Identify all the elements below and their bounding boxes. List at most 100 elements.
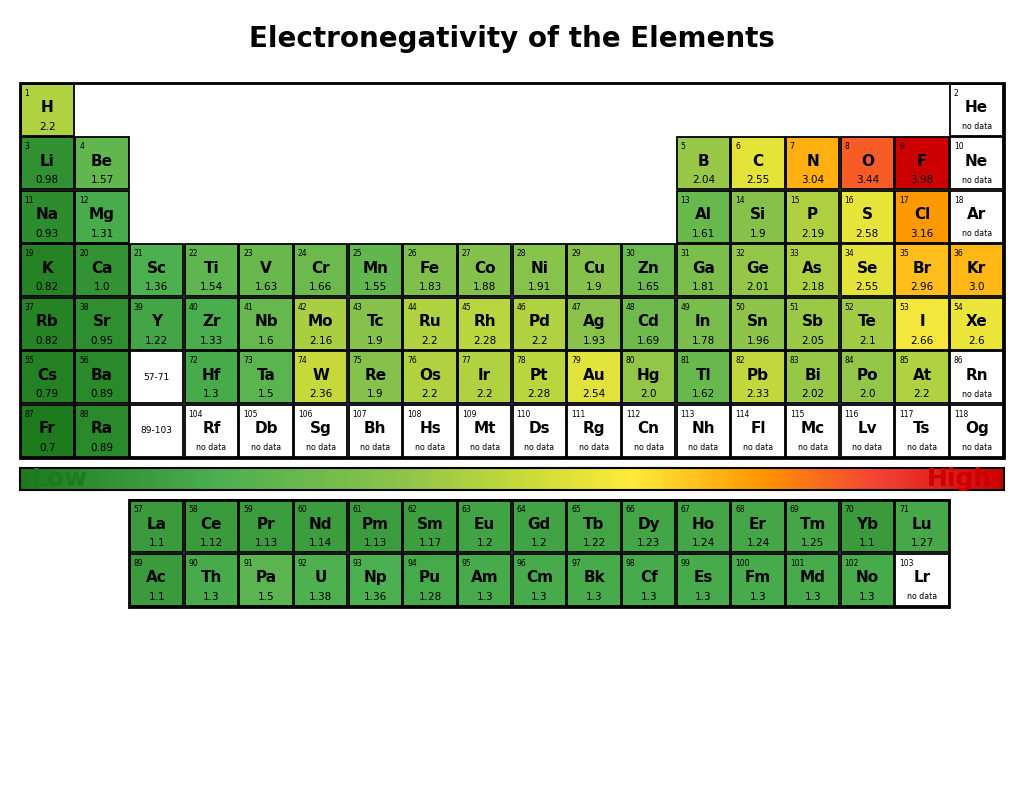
Text: no data: no data — [962, 444, 991, 452]
Bar — [204, 467, 208, 490]
Text: Pr: Pr — [257, 517, 275, 532]
Text: 2.0: 2.0 — [859, 389, 876, 399]
Bar — [312, 467, 315, 490]
Bar — [994, 467, 998, 490]
Bar — [522, 467, 525, 490]
Bar — [853, 467, 857, 490]
Bar — [640, 467, 644, 490]
Text: no data: no data — [360, 444, 390, 452]
Text: 60: 60 — [298, 505, 307, 514]
Text: 76: 76 — [408, 357, 417, 365]
Bar — [909, 467, 912, 490]
Text: 33: 33 — [790, 249, 800, 259]
Text: 49: 49 — [681, 303, 690, 312]
Text: Ga: Ga — [692, 261, 715, 276]
Bar — [349, 297, 401, 350]
Text: Rf: Rf — [202, 421, 220, 436]
Bar — [709, 467, 713, 490]
Text: 1.91: 1.91 — [527, 282, 551, 293]
Text: 92: 92 — [298, 559, 307, 568]
Bar — [719, 467, 722, 490]
Text: 25: 25 — [352, 249, 362, 259]
Bar — [371, 467, 375, 490]
Text: 59: 59 — [243, 505, 253, 514]
Bar — [791, 467, 795, 490]
Bar — [184, 554, 238, 606]
Bar — [627, 467, 631, 490]
Bar — [895, 405, 948, 456]
Bar — [20, 84, 74, 136]
Text: 1.1: 1.1 — [148, 592, 165, 602]
Bar — [489, 467, 493, 490]
Text: S: S — [862, 207, 872, 222]
Bar — [400, 467, 404, 490]
Text: 2.33: 2.33 — [746, 389, 770, 399]
Text: 1.38: 1.38 — [309, 592, 333, 602]
Bar — [53, 467, 56, 490]
Text: 28: 28 — [516, 249, 526, 259]
Text: 80: 80 — [626, 357, 636, 365]
Bar — [528, 467, 532, 490]
Text: 52: 52 — [845, 303, 854, 312]
Bar — [168, 467, 171, 490]
Bar — [424, 467, 427, 490]
Text: Nh: Nh — [691, 421, 715, 436]
Text: 18: 18 — [953, 196, 964, 205]
Text: 58: 58 — [188, 505, 198, 514]
Text: P: P — [807, 207, 818, 222]
Bar — [841, 244, 894, 297]
Text: Rg: Rg — [583, 421, 605, 436]
Text: no data: no data — [470, 444, 500, 452]
Bar — [950, 84, 1004, 136]
Bar — [926, 467, 929, 490]
Bar — [841, 351, 894, 403]
Bar — [76, 297, 129, 350]
Text: 1.61: 1.61 — [691, 229, 715, 239]
Text: 2.2: 2.2 — [39, 122, 55, 132]
Text: 2.28: 2.28 — [527, 389, 551, 399]
Text: 11: 11 — [25, 196, 34, 205]
Text: 95: 95 — [462, 559, 472, 568]
Bar — [302, 467, 306, 490]
Bar — [141, 467, 145, 490]
Bar — [509, 467, 512, 490]
Text: Po: Po — [857, 368, 879, 383]
Text: 70: 70 — [845, 505, 854, 514]
Text: C: C — [753, 153, 764, 168]
Bar — [20, 297, 74, 350]
Bar — [365, 467, 369, 490]
Text: K: K — [41, 261, 53, 276]
Text: 2.66: 2.66 — [910, 336, 934, 346]
Text: 2.36: 2.36 — [309, 389, 333, 399]
Text: 91: 91 — [243, 559, 253, 568]
Bar — [378, 467, 381, 490]
Bar — [895, 138, 948, 189]
Text: no data: no data — [798, 444, 827, 452]
Text: 72: 72 — [188, 357, 198, 365]
Text: 42: 42 — [298, 303, 307, 312]
Bar — [823, 467, 827, 490]
Bar — [781, 467, 784, 490]
Text: Ta: Ta — [257, 368, 275, 383]
Text: 0.89: 0.89 — [90, 389, 114, 399]
Text: 1.28: 1.28 — [419, 592, 441, 602]
Bar — [841, 500, 894, 552]
Bar — [76, 138, 129, 189]
Text: 55: 55 — [25, 357, 34, 365]
Text: 38: 38 — [79, 303, 89, 312]
Bar — [411, 467, 414, 490]
Bar — [403, 351, 457, 403]
Text: 2.58: 2.58 — [856, 229, 879, 239]
Bar — [905, 467, 909, 490]
Text: 103: 103 — [899, 559, 913, 568]
Bar — [403, 500, 457, 552]
Text: 2.05: 2.05 — [801, 336, 824, 346]
Text: Cd: Cd — [638, 314, 659, 329]
Text: 3: 3 — [25, 142, 30, 151]
Text: no data: no data — [524, 444, 554, 452]
Text: 56: 56 — [79, 357, 89, 365]
Bar — [109, 467, 113, 490]
Text: W: W — [312, 368, 329, 383]
Text: Zr: Zr — [202, 314, 220, 329]
Text: Og: Og — [965, 421, 988, 436]
